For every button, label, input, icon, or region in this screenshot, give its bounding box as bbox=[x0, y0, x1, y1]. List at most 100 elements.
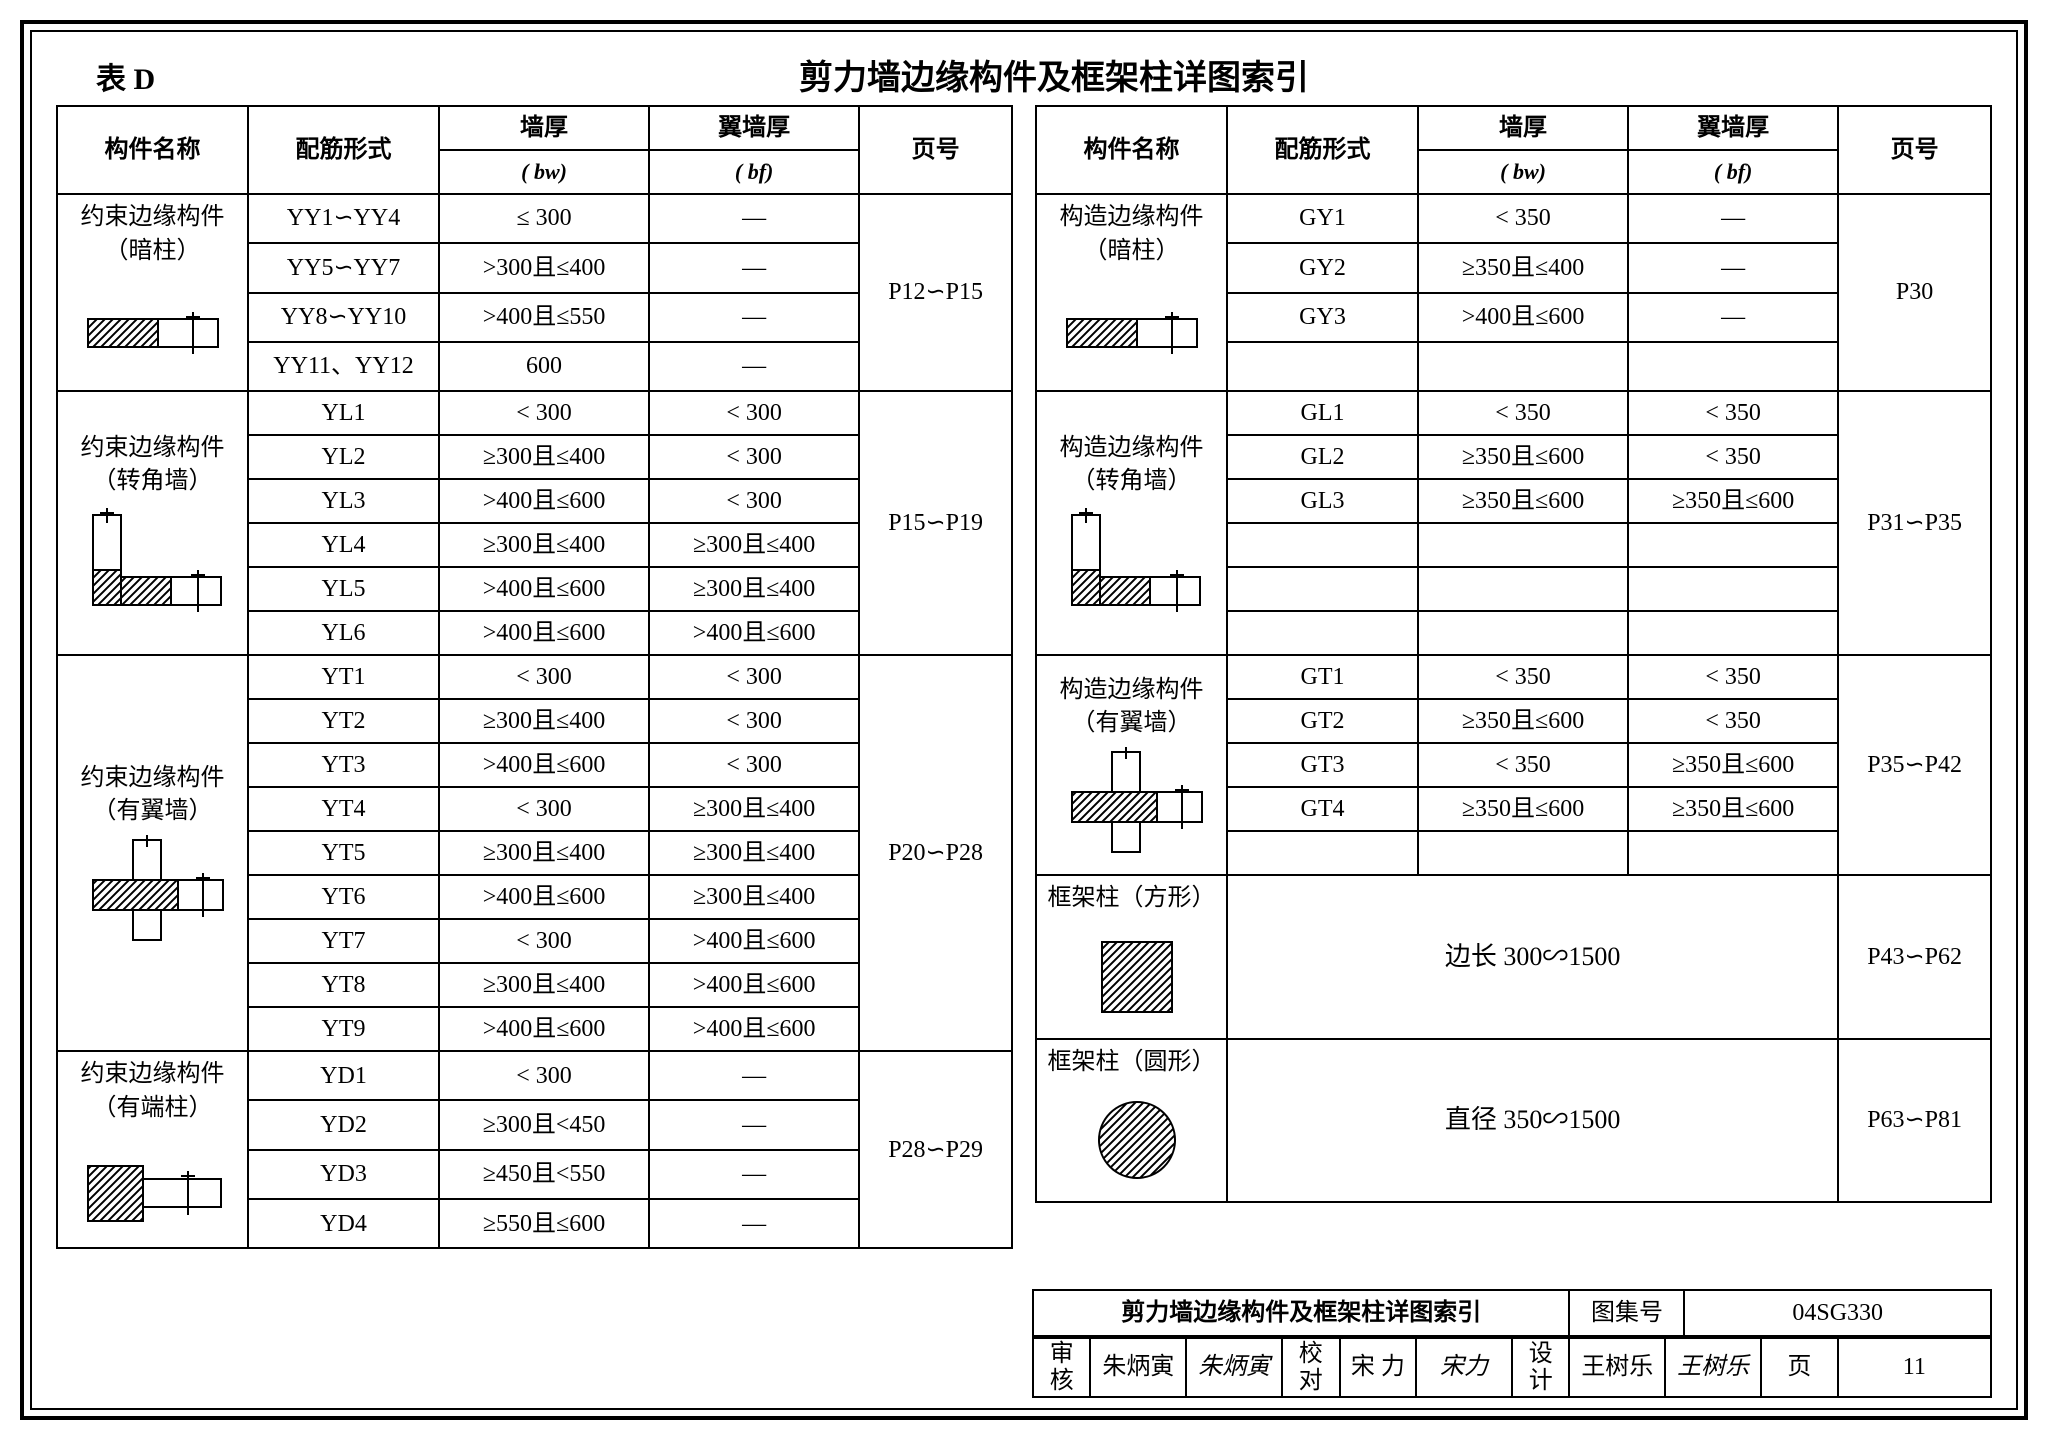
cell-bf: ≥300且≤400 bbox=[649, 831, 859, 875]
section-icon bbox=[60, 835, 245, 945]
cell-bf: < 300 bbox=[649, 435, 859, 479]
cell-code: GY1 bbox=[1227, 194, 1418, 243]
cell-bf: < 300 bbox=[649, 391, 859, 435]
cell-bw: >400且≤550 bbox=[439, 293, 649, 342]
cell-bf: ≥350且≤600 bbox=[1628, 743, 1838, 787]
cell-code: YL1 bbox=[248, 391, 439, 435]
col-name: 构件名称 bbox=[1036, 106, 1227, 194]
cell-code: YD3 bbox=[248, 1150, 439, 1199]
page-ref: P12∽P15 bbox=[859, 194, 1012, 391]
section-icon bbox=[1039, 505, 1224, 615]
cell-bf bbox=[1628, 342, 1838, 391]
page-title: 剪力墙边缘构件及框架柱详图索引 bbox=[316, 50, 1792, 99]
cell-bw: < 300 bbox=[439, 787, 649, 831]
section-icon bbox=[60, 274, 245, 384]
jiaodu-name: 宋 力 bbox=[1340, 1338, 1417, 1397]
cell-bf: < 350 bbox=[1628, 655, 1838, 699]
cell-bw: ≥350且≤600 bbox=[1418, 479, 1628, 523]
cell-bw: ≥300且≤400 bbox=[439, 963, 649, 1007]
cell-bf bbox=[1628, 831, 1838, 875]
cell-bf: ≥300且≤400 bbox=[649, 875, 859, 919]
group-name: 构造边缘构件（有翼墙） bbox=[1036, 655, 1227, 875]
cell-bw: < 300 bbox=[439, 391, 649, 435]
cell-bf: ≥300且≤400 bbox=[649, 787, 859, 831]
page-ref: P28∽P29 bbox=[859, 1051, 1012, 1248]
cell-code: YL6 bbox=[248, 611, 439, 655]
cell-bf: ≥350且≤600 bbox=[1628, 479, 1838, 523]
cell-code: YY8∽YY10 bbox=[248, 293, 439, 342]
cell-bf: — bbox=[649, 1100, 859, 1149]
section-icon bbox=[1039, 747, 1224, 857]
right-col: 构件名称 配筋形式 墙厚 翼墙厚 页号 ( bw) ( bf) 构造边缘构件（暗… bbox=[1035, 105, 1992, 1249]
cell-bw: ≥300且≤400 bbox=[439, 435, 649, 479]
cell-bf: < 350 bbox=[1628, 435, 1838, 479]
col-bf-top: 翼墙厚 bbox=[1628, 106, 1838, 150]
sheji-name: 王树乐 bbox=[1569, 1338, 1665, 1397]
cell-bf: — bbox=[649, 194, 859, 243]
cell-code: GY3 bbox=[1227, 293, 1418, 342]
cell-code: GT2 bbox=[1227, 699, 1418, 743]
cell-bw: < 300 bbox=[439, 919, 649, 963]
cell-code: YT5 bbox=[248, 831, 439, 875]
signature-row: 审核 朱炳寅 朱炳寅 校对 宋 力 宋力 设计 王树乐 王树乐 页 11 bbox=[1032, 1337, 1992, 1398]
cell-bw: < 300 bbox=[439, 1051, 649, 1100]
span-text: 边长 300∽1500 bbox=[1227, 875, 1838, 1039]
col-bf-top: 翼墙厚 bbox=[649, 106, 859, 150]
page-ref: P35∽P42 bbox=[1838, 655, 1991, 875]
span-text: 直径 350∽1500 bbox=[1227, 1039, 1838, 1203]
group-name: 框架柱（圆形） bbox=[1036, 1039, 1227, 1203]
ye-value: 11 bbox=[1838, 1338, 1991, 1397]
section-icon bbox=[1039, 274, 1224, 384]
cell-bf: — bbox=[1628, 293, 1838, 342]
cell-code bbox=[1227, 831, 1418, 875]
cell-bw: >400且≤600 bbox=[439, 567, 649, 611]
page-ref: P20∽P28 bbox=[859, 655, 1012, 1051]
group-name: 构造边缘构件（暗柱） bbox=[1036, 194, 1227, 391]
cell-bf: — bbox=[649, 1051, 859, 1100]
cell-bf: >400且≤600 bbox=[649, 963, 859, 1007]
col-rebar: 配筋形式 bbox=[1227, 106, 1418, 194]
cell-code: YT1 bbox=[248, 655, 439, 699]
section-icon bbox=[60, 1131, 245, 1241]
cell-bf: < 300 bbox=[649, 743, 859, 787]
cell-bw: >400且≤600 bbox=[1418, 293, 1628, 342]
col-bw-bot: ( bw) bbox=[439, 150, 649, 194]
cell-bw: < 350 bbox=[1418, 194, 1628, 243]
cell-code: YT2 bbox=[248, 699, 439, 743]
cell-bw: >400且≤600 bbox=[439, 875, 649, 919]
cell-bw: ≥300且≤400 bbox=[439, 831, 649, 875]
cell-bw: >400且≤600 bbox=[439, 611, 649, 655]
cell-code: YT3 bbox=[248, 743, 439, 787]
cell-code: YY5∽YY7 bbox=[248, 243, 439, 292]
jiaodu-sig: 宋力 bbox=[1416, 1338, 1512, 1397]
page-ref: P31∽P35 bbox=[1838, 391, 1991, 655]
page-ref: P43∽P62 bbox=[1838, 875, 1991, 1039]
cell-code: GL2 bbox=[1227, 435, 1418, 479]
cell-bf bbox=[1628, 611, 1838, 655]
header: 表 D 剪力墙边缘构件及框架柱详图索引 bbox=[56, 50, 1992, 99]
cell-code: GT4 bbox=[1227, 787, 1418, 831]
left-table: 构件名称 配筋形式 墙厚 翼墙厚 页号 ( bw) ( bf) 约束边缘构件（暗… bbox=[56, 105, 1013, 1249]
title-block-table: 剪力墙边缘构件及框架柱详图索引 图集号 04SG330 bbox=[1032, 1289, 1992, 1337]
cell-bf: — bbox=[649, 342, 859, 391]
cell-bw: ≥350且≤600 bbox=[1418, 435, 1628, 479]
cell-bw bbox=[1418, 567, 1628, 611]
sheji-sig: 王树乐 bbox=[1665, 1338, 1761, 1397]
cell-bw: < 350 bbox=[1418, 655, 1628, 699]
cell-bf: < 300 bbox=[649, 655, 859, 699]
cell-bw: ≥450且<550 bbox=[439, 1150, 649, 1199]
inner-frame: 表 D 剪力墙边缘构件及框架柱详图索引 构件名称 配筋形式 墙厚 翼墙厚 页号 … bbox=[30, 30, 2018, 1410]
cell-bf: < 350 bbox=[1628, 391, 1838, 435]
right-table: 构件名称 配筋形式 墙厚 翼墙厚 页号 ( bw) ( bf) 构造边缘构件（暗… bbox=[1035, 105, 1992, 1203]
page-ref: P15∽P19 bbox=[859, 391, 1012, 655]
cell-bf: >400且≤600 bbox=[649, 919, 859, 963]
cell-bw: ≥300且<450 bbox=[439, 1100, 649, 1149]
cell-bw: >400且≤600 bbox=[439, 1007, 649, 1051]
section-icon bbox=[1039, 922, 1224, 1032]
left-col: 构件名称 配筋形式 墙厚 翼墙厚 页号 ( bw) ( bf) 约束边缘构件（暗… bbox=[56, 105, 1013, 1249]
cell-code: YT6 bbox=[248, 875, 439, 919]
cell-code: GT3 bbox=[1227, 743, 1418, 787]
cell-bw: ≥300且≤400 bbox=[439, 523, 649, 567]
cell-bw: ≥350且≤600 bbox=[1418, 699, 1628, 743]
section-icon bbox=[60, 505, 245, 615]
